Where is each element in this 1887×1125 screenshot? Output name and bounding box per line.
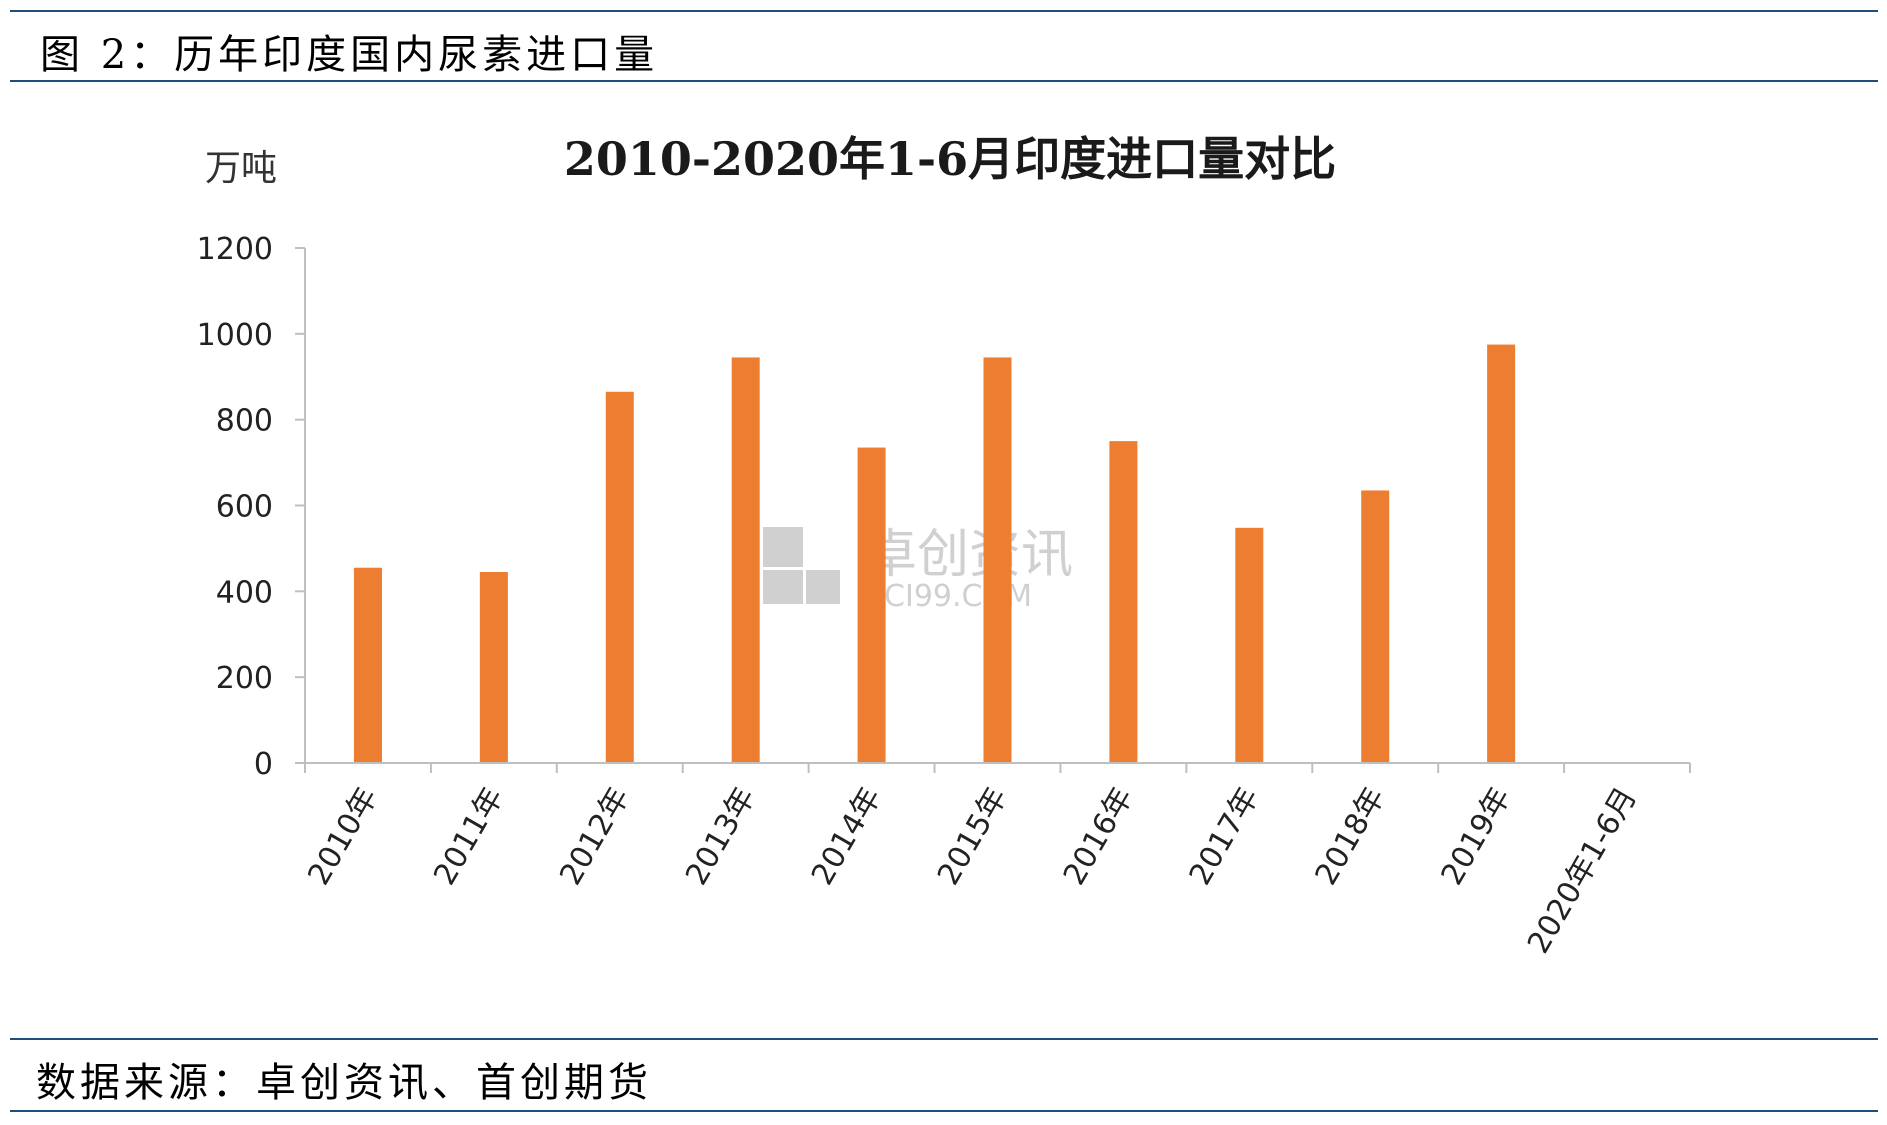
bar bbox=[1487, 344, 1516, 763]
y-axis-unit-label: 万吨 bbox=[205, 148, 277, 189]
y-tick-label: 200 bbox=[216, 661, 273, 696]
bar bbox=[479, 572, 508, 763]
x-category-label: 2020年1-6月 bbox=[1521, 782, 1644, 960]
x-category-label: 2018年 bbox=[1309, 782, 1392, 892]
bar bbox=[1235, 527, 1264, 763]
bar bbox=[731, 357, 760, 763]
caption-rule bbox=[10, 80, 1878, 82]
watermark-logo-block bbox=[763, 527, 803, 567]
y-tick-label: 600 bbox=[216, 490, 273, 525]
bar bbox=[1109, 441, 1138, 763]
y-tick-label: 800 bbox=[216, 404, 273, 439]
watermark-main-text: 卓创资讯 bbox=[865, 525, 1073, 585]
y-tick-label: 1000 bbox=[197, 318, 273, 353]
bar bbox=[983, 357, 1012, 763]
chart-title: 2010-2020年1-6月印度进口量对比 bbox=[564, 132, 1336, 186]
x-category-label: 2011年 bbox=[427, 782, 510, 892]
y-tick-label: 0 bbox=[254, 747, 273, 782]
bar bbox=[1361, 490, 1390, 763]
x-category-label: 2019年 bbox=[1435, 782, 1518, 892]
top-rule bbox=[10, 10, 1878, 12]
x-category-label: 2016年 bbox=[1057, 782, 1140, 892]
x-category-label: 2015年 bbox=[931, 782, 1014, 892]
x-axis: 2010年 2011年 2012年 2013年 2014年 2015年 2016年 2017年… bbox=[301, 762, 1691, 960]
watermark-logo-block bbox=[806, 570, 840, 604]
bottom-rule bbox=[10, 1110, 1878, 1112]
bar bbox=[605, 391, 634, 763]
figure-caption-title: 图 2：历年印度国内尿素进口量 bbox=[40, 32, 659, 78]
y-axis: 0 200 400 600 800 1000 1200 bbox=[197, 232, 306, 782]
figure-source-note: 数据来源：卓创资讯、首创期货 bbox=[36, 1060, 652, 1106]
x-category-label: 2013年 bbox=[679, 782, 762, 892]
bar bbox=[857, 447, 886, 763]
x-category-label: 2014年 bbox=[805, 782, 888, 892]
x-category-label: 2012年 bbox=[553, 782, 636, 892]
x-category-label: 2017年 bbox=[1183, 782, 1266, 892]
x-category-label: 2010年 bbox=[301, 782, 384, 892]
source-rule-top bbox=[10, 1038, 1878, 1040]
bar bbox=[353, 567, 382, 763]
y-tick-label: 1200 bbox=[197, 232, 273, 267]
bar-series bbox=[353, 344, 1516, 763]
watermark-logo-block bbox=[763, 570, 803, 604]
y-tick-label: 400 bbox=[216, 575, 273, 610]
